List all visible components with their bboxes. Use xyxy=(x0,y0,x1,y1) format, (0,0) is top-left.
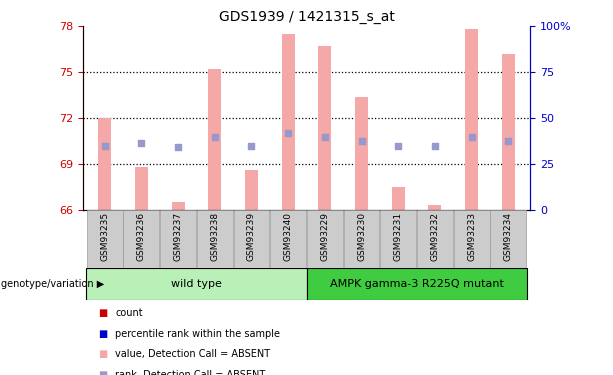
Text: AMPK gamma-3 R225Q mutant: AMPK gamma-3 R225Q mutant xyxy=(330,279,503,289)
Text: value, Detection Call = ABSENT: value, Detection Call = ABSENT xyxy=(115,350,270,359)
Bar xyxy=(282,34,295,210)
Point xyxy=(283,130,293,136)
Text: ■: ■ xyxy=(98,329,107,339)
Bar xyxy=(355,97,368,210)
Point xyxy=(320,134,330,140)
Point xyxy=(246,143,256,149)
Text: percentile rank within the sample: percentile rank within the sample xyxy=(115,329,280,339)
Point xyxy=(210,134,219,140)
Bar xyxy=(135,167,148,210)
Text: GSM93240: GSM93240 xyxy=(284,212,292,261)
Bar xyxy=(490,210,526,268)
Point xyxy=(503,138,513,144)
Bar xyxy=(172,202,185,210)
Bar xyxy=(454,210,490,268)
Text: GSM93236: GSM93236 xyxy=(137,212,146,261)
Bar xyxy=(270,210,306,268)
Bar xyxy=(318,46,331,210)
Bar xyxy=(392,187,405,210)
Text: ■: ■ xyxy=(98,308,107,318)
Text: GSM93233: GSM93233 xyxy=(467,212,476,261)
Bar xyxy=(245,170,258,210)
Bar xyxy=(234,210,270,268)
Point xyxy=(430,143,440,149)
Bar xyxy=(417,210,453,268)
Bar xyxy=(160,210,196,268)
Bar xyxy=(428,206,441,210)
Text: GSM93238: GSM93238 xyxy=(210,212,219,261)
Bar xyxy=(123,210,159,268)
Bar xyxy=(86,268,306,300)
Text: GSM93229: GSM93229 xyxy=(321,212,329,261)
Bar xyxy=(502,54,515,210)
Text: rank, Detection Call = ABSENT: rank, Detection Call = ABSENT xyxy=(115,370,265,375)
Bar xyxy=(306,268,527,300)
Text: GSM93234: GSM93234 xyxy=(504,212,512,261)
Text: ■: ■ xyxy=(98,370,107,375)
Text: genotype/variation ▶: genotype/variation ▶ xyxy=(1,279,104,289)
Point xyxy=(100,143,110,149)
Text: GSM93237: GSM93237 xyxy=(173,212,183,261)
Point xyxy=(137,140,147,146)
Text: ■: ■ xyxy=(98,350,107,359)
Bar xyxy=(307,210,343,268)
Text: wild type: wild type xyxy=(171,279,222,289)
Bar xyxy=(380,210,416,268)
Text: count: count xyxy=(115,308,143,318)
Bar xyxy=(98,118,111,210)
Bar xyxy=(343,210,379,268)
Text: GSM93235: GSM93235 xyxy=(101,212,109,261)
Text: GSM93231: GSM93231 xyxy=(394,212,403,261)
Point xyxy=(173,144,183,150)
Text: GSM93232: GSM93232 xyxy=(430,212,440,261)
Text: GSM93239: GSM93239 xyxy=(247,212,256,261)
Point xyxy=(466,134,476,140)
Bar xyxy=(208,69,221,210)
Text: GSM93230: GSM93230 xyxy=(357,212,366,261)
Bar xyxy=(197,210,233,268)
Point xyxy=(357,138,367,144)
Bar xyxy=(465,29,478,210)
Bar xyxy=(87,210,123,268)
Point xyxy=(394,143,403,149)
Title: GDS1939 / 1421315_s_at: GDS1939 / 1421315_s_at xyxy=(219,10,394,24)
